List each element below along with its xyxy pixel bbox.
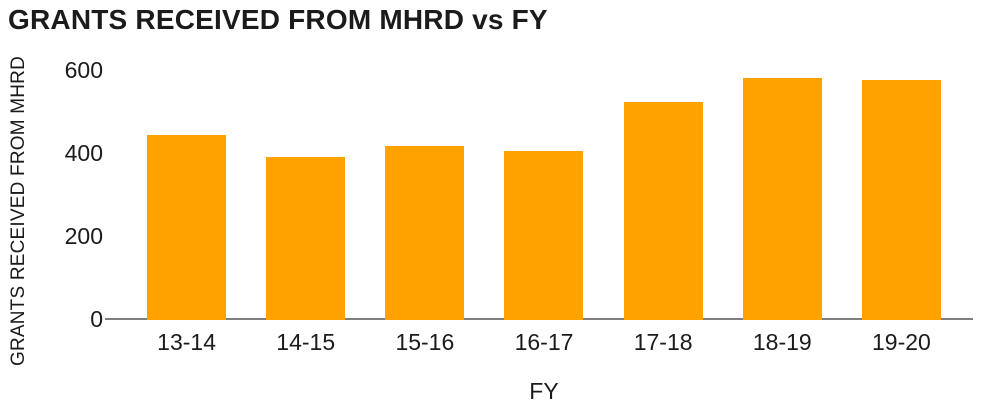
bar-15-16 xyxy=(385,145,465,320)
bar-band-15-16 xyxy=(365,71,484,320)
y-tick-label: 400 xyxy=(64,140,103,166)
x-axis-title: FY xyxy=(529,378,559,404)
x-tick-label-17-18: 17-18 xyxy=(633,329,693,355)
bar-band-19-20 xyxy=(842,71,961,320)
x-tick-label-14-15: 14-15 xyxy=(276,329,336,355)
bar-band-13-14 xyxy=(127,71,246,320)
x-tick-label-16-17: 16-17 xyxy=(514,329,574,355)
y-tick-label: 200 xyxy=(64,223,103,249)
y-tick-label: 600 xyxy=(64,57,103,83)
bar-band-16-17 xyxy=(484,71,603,320)
y-axis-title: GRANTS RECEIVED FROM MHRD xyxy=(8,55,29,367)
bar-17-18 xyxy=(623,102,703,320)
bar-band-14-15 xyxy=(246,71,365,320)
plot-area xyxy=(127,71,961,320)
bar-19-20 xyxy=(861,80,941,320)
bar-band-17-18 xyxy=(604,71,723,320)
x-tick-label-18-19: 18-19 xyxy=(752,329,812,355)
x-tick-label-13-14: 13-14 xyxy=(157,329,216,355)
bar-band-18-19 xyxy=(723,71,842,320)
bar-14-15 xyxy=(266,157,346,320)
y-tick-label: 0 xyxy=(90,306,103,332)
bar-13-14 xyxy=(147,134,227,320)
x-tick-label-19-20: 19-20 xyxy=(872,329,931,355)
x-axis-tick-labels: 13-14 14-15 15-16 16-17 17-18 18-19 19-20 xyxy=(127,329,961,355)
x-tick-label-15-16: 15-16 xyxy=(395,329,455,355)
bar-16-17 xyxy=(504,151,584,320)
chart-title: GRANTS RECEIVED FROM MHRD vs FY xyxy=(8,4,548,35)
bar-18-19 xyxy=(742,77,822,320)
